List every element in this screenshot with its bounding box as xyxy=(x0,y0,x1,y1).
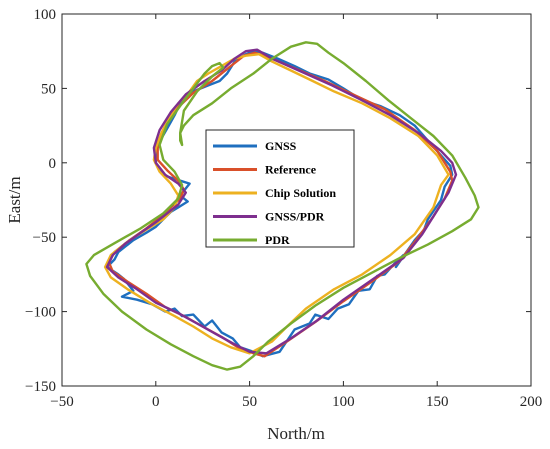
legend: GNSS Reference Chip Solution GNSS/PDR PDR xyxy=(205,129,355,248)
x-tick-label: −50 xyxy=(50,394,73,410)
legend-box xyxy=(205,129,355,248)
y-axis-label: East/m xyxy=(5,176,24,223)
x-tick-label: 200 xyxy=(520,394,543,410)
legend-label-gnss-pdr: GNSS/PDR xyxy=(265,210,325,224)
x-tick-label: 150 xyxy=(426,394,449,410)
legend-label-reference: Reference xyxy=(265,163,317,177)
tick-layer: −50 0 50 100 150 200 −150 −100 −50 0 50 100 xyxy=(25,7,542,410)
legend-label-gnss: GNSS xyxy=(265,139,297,153)
series-line-pdr xyxy=(85,41,480,371)
x-axis-label: North/m xyxy=(267,424,325,443)
x-tick-label: 50 xyxy=(242,394,257,410)
plot-frame xyxy=(61,13,532,387)
series-line-gnss-pdr xyxy=(105,48,458,355)
y-tick-label: −100 xyxy=(25,305,56,321)
y-tick-label: −50 xyxy=(33,230,56,246)
y-tick-label: −150 xyxy=(25,379,56,395)
series-layer xyxy=(85,41,480,371)
y-tick-label: 100 xyxy=(34,7,57,23)
x-tick-label: 100 xyxy=(332,394,355,410)
legend-label-chip-solution: Chip Solution xyxy=(265,186,336,200)
x-tick-label: 0 xyxy=(152,394,160,410)
y-tick-label: 0 xyxy=(49,156,57,172)
legend-label-pdr: PDR xyxy=(265,233,290,247)
y-tick-label: 50 xyxy=(41,81,56,97)
